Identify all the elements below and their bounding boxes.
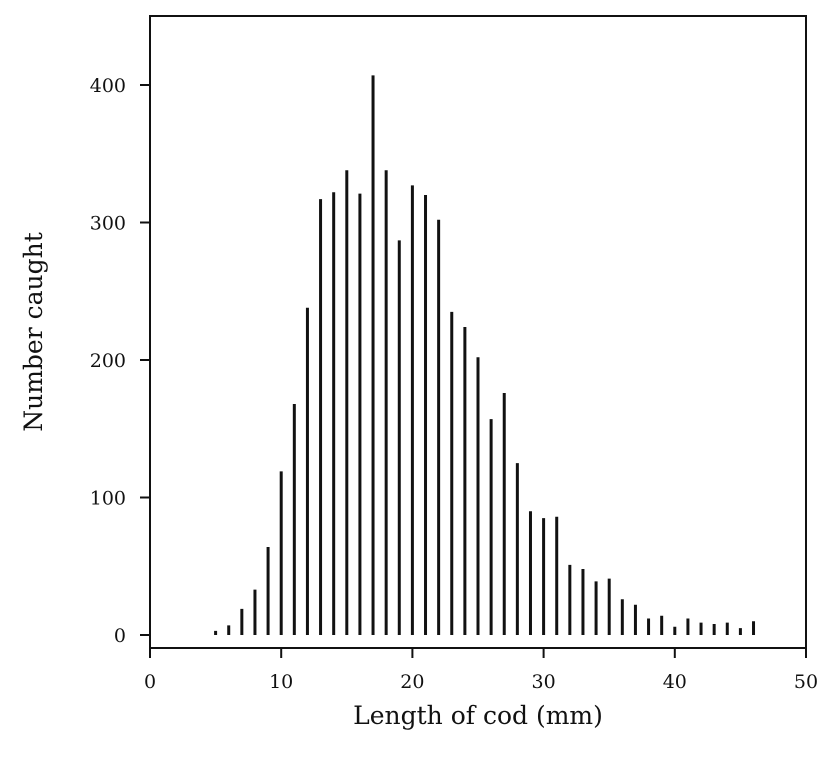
x-axis-title: Length of cod (mm) [353,701,603,730]
y-tick-label: 100 [90,488,126,510]
x-tick-label: 30 [532,671,556,693]
x-tick-label: 40 [663,671,687,693]
x-tick-label: 20 [400,671,424,693]
x-tick-label: 0 [144,671,156,693]
bars-group [214,75,756,635]
y-tick-label: 0 [114,625,126,647]
plot-border [149,15,807,649]
y-tick-label: 300 [90,213,126,235]
y-tick-label: 400 [90,75,126,97]
y-tick-label: 200 [90,350,126,372]
y-axis-title: Number caught [19,232,48,432]
y-axis: 0 100 200 300 400 [90,75,150,647]
plot-frame [149,15,807,649]
x-tick-label: 10 [269,671,293,693]
x-tick-label: 50 [794,671,818,693]
x-axis: 0 10 20 30 40 50 [144,648,818,693]
